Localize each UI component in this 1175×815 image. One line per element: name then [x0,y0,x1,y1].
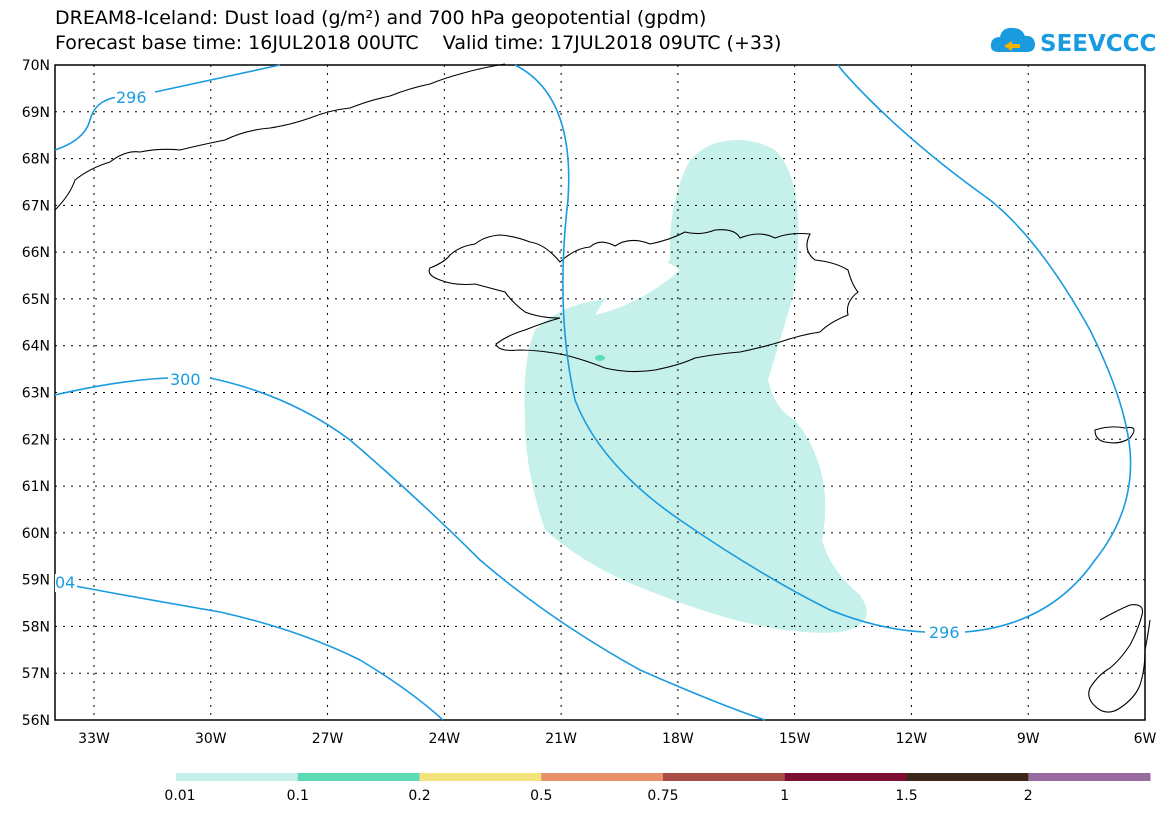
lat-label: 64N [22,339,50,355]
lat-label: 69N [22,105,50,121]
lat-label: 63N [22,386,50,402]
colorbar: 0.01 0.1 0.2 0.5 0.75 1 1.5 2 [164,773,1151,804]
lon-label: 30W [195,731,227,747]
contour-296-east [837,64,1132,633]
colorbar-label: 1.5 [895,788,917,804]
colorbar-label: 2 [1024,788,1033,804]
lat-label: 57N [22,666,50,682]
contour-304 [74,585,444,721]
logo-text: SEEVCCC [1040,31,1156,57]
coastline [54,63,1151,713]
lat-label: 56N [22,713,50,729]
contour-296-nw-tail [154,64,281,93]
colorbar-swatch [1028,773,1151,781]
lon-label: 6W [1134,731,1157,747]
colorbar-swatch [906,773,1029,781]
colorbar-label: 0.1 [287,788,309,804]
colorbar-label: 0.01 [164,788,195,804]
lon-label: 24W [428,731,460,747]
colorbar-swatch [419,773,542,781]
geopotential-contours [54,64,1132,721]
lat-label: 60N [22,526,50,542]
lon-label: 12W [896,731,928,747]
lat-label: 61N [22,479,50,495]
lat-label: 68N [22,152,50,168]
colorbar-swatch [663,773,786,781]
contour-300-west [54,377,169,396]
lon-label: 33W [78,731,110,747]
cloud-icon [990,27,1035,52]
contour-296-central [514,64,926,633]
colorbar-label: 1 [780,788,789,804]
colorbar-label: 0.75 [647,788,678,804]
contour-labels: 296 300 04 296 [55,88,965,642]
lat-label: 62N [22,432,50,448]
lon-label: 15W [779,731,811,747]
contour-label-296-nw: 296 [116,88,147,107]
contour-296-nw [54,96,119,151]
contour-300-east [209,377,766,721]
seevccc-logo: SEEVCCC [990,27,1156,57]
contour-label-304: 04 [55,573,75,592]
colorbar-label: 0.5 [530,788,552,804]
longitude-labels: 33W 30W 27W 24W 21W 18W 15W 12W 9W 6W [78,731,1156,747]
map-subtitle: Forecast base time: 16JUL2018 00UTC Vali… [55,32,782,54]
contour-label-296-south: 296 [929,623,960,642]
colorbar-label: 0.2 [408,788,430,804]
graticule [55,65,1145,720]
lat-label: 67N [22,198,50,214]
lat-label: 58N [22,619,50,635]
latitude-labels: 70N 69N 68N 67N 66N 65N 64N 63N 62N 61N 60N 59N 58N 5… [22,58,50,729]
lon-label: 27W [312,731,344,747]
dust-load-area [524,140,867,633]
colorbar-swatch [784,773,907,781]
colorbar-swatch [541,773,664,781]
lat-label: 65N [22,292,50,308]
colorbar-swatch [176,773,299,781]
lat-label: 70N [22,58,50,74]
lon-label: 21W [545,731,577,747]
contour-label-300: 300 [170,370,201,389]
lat-label: 66N [22,245,50,261]
lon-label: 9W [1017,731,1040,747]
lon-label: 18W [662,731,694,747]
lat-label: 59N [22,573,50,589]
colorbar-swatch [297,773,420,781]
map-title: DREAM8-Iceland: Dust load (g/m²) and 700… [55,7,707,29]
